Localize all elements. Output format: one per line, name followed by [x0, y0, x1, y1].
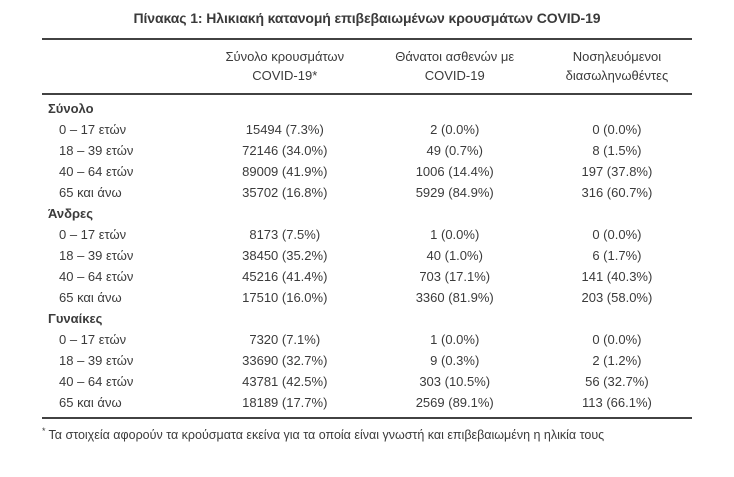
age-group-label: 18 – 39 ετών [59, 248, 134, 263]
age-group-label: 40 – 64 ετών [59, 374, 134, 389]
total-cases-cell: 35702 (16.8%) [242, 185, 328, 200]
table-row: 65 και άνω 18189 (17.7%) 2569 (89.1%) 113 (… [42, 392, 692, 418]
age-group-label: 65 και άνω [59, 185, 122, 200]
section-label: Σύνολο [48, 101, 94, 116]
total-cases-cell: 15494 (7.3%) [245, 122, 324, 137]
intubated-cell: 56 (32.7%) [585, 374, 649, 389]
age-group-label: 0 – 17 ετών [59, 227, 127, 242]
age-group-label: 0 – 17 ετών [59, 122, 127, 137]
deaths-cell: 5929 (84.9%) [415, 185, 494, 200]
total-cases-cell: 18189 (17.7%) [242, 395, 328, 410]
total-cases-cell: 33690 (32.7%) [242, 353, 328, 368]
intubated-cell: 0 (0.0%) [592, 227, 642, 242]
table-row: 18 – 39 ετών 72146 (34.0%) 49 (0.7%) 8 (1.5… [42, 140, 692, 161]
intubated-cell: 113 (66.1%) [581, 395, 652, 410]
intubated-cell: 197 (37.8%) [581, 164, 653, 179]
intubated-cell: 316 (60.7%) [581, 185, 653, 200]
intubated-cell: 0 (0.0%) [592, 332, 642, 347]
header-intubated-line2: διασωληνωθέντες [565, 68, 669, 83]
intubated-cell: 141 (40.3%) [581, 269, 653, 284]
section-label: Άνδρες [48, 206, 93, 221]
covid-age-distribution-table: Σύνολο κρουσμάτων COVID-19* Θάνατοι ασθε… [42, 38, 692, 419]
table-header: Σύνολο κρουσμάτων COVID-19* Θάνατοι ασθε… [42, 39, 692, 95]
footnote-marker: * [42, 426, 46, 436]
age-group-label: 65 και άνω [59, 290, 122, 305]
age-group-label: 65 και άνω [59, 395, 122, 410]
deaths-cell: 1006 (14.4%) [415, 164, 494, 179]
header-deaths: Θάνατοι ασθενών με COVID-19 [367, 39, 542, 95]
deaths-cell: 1 (0.0%) [430, 227, 480, 242]
header-total-cases-line2: COVID-19* [252, 68, 318, 83]
table-title: Πίνακας 1: Ηλικιακή κατανομή επιβεβαιωμέ… [133, 10, 601, 26]
deaths-cell: 303 (10.5%) [419, 374, 491, 389]
table-body: Σύνολο 0 – 17 ετών 15494 (7.3%) 2 (0.0%) 0 (… [42, 94, 692, 418]
deaths-cell: 2569 (89.1%) [415, 395, 494, 410]
deaths-cell: 40 (1.0%) [426, 248, 483, 263]
table-row: 0 – 17 ετών 15494 (7.3%) 2 (0.0%) 0 (0.0%) [42, 119, 692, 140]
header-deaths-line2: COVID-19 [424, 68, 485, 83]
intubated-cell: 203 (58.0%) [581, 290, 653, 305]
total-cases-cell: 45216 (41.4%) [242, 269, 328, 284]
section-header-row: Άνδρες [42, 203, 692, 224]
age-group-label: 40 – 64 ετών [59, 164, 134, 179]
section-label: Γυναίκες [48, 311, 103, 326]
header-intubated: Νοσηλευόμενοι διασωληνωθέντες [541, 39, 692, 95]
section-header-row: Σύνολο [42, 94, 692, 119]
table-row: 40 – 64 ετών 89009 (41.9%) 1006 (14.4%) 197… [42, 161, 692, 182]
deaths-cell: 2 (0.0%) [430, 122, 480, 137]
table-row: 18 – 39 ετών 38450 (35.2%) 40 (1.0%) 6 (1.7… [42, 245, 692, 266]
age-group-label: 40 – 64 ετών [59, 269, 134, 284]
total-cases-cell: 17510 (16.0%) [242, 290, 328, 305]
deaths-cell: 9 (0.3%) [430, 353, 480, 368]
section-header-row: Γυναίκες [42, 308, 692, 329]
total-cases-cell: 7320 (7.1%) [249, 332, 321, 347]
intubated-cell: 0 (0.0%) [592, 122, 642, 137]
header-intubated-line1: Νοσηλευόμενοι [572, 49, 662, 64]
table-row: 65 και άνω 17510 (16.0%) 3360 (81.9%) 203 (… [42, 287, 692, 308]
header-deaths-line1: Θάνατοι ασθενών με [395, 49, 515, 64]
footnote-text: Τα στοιχεία αφορούν τα κρούσματα εκείνα … [48, 428, 605, 443]
header-total-cases: Σύνολο κρουσμάτων COVID-19* [201, 39, 368, 95]
total-cases-cell: 8173 (7.5%) [249, 227, 321, 242]
age-group-label: 18 – 39 ετών [59, 143, 134, 158]
header-row: Σύνολο κρουσμάτων COVID-19* Θάνατοι ασθε… [42, 39, 692, 95]
deaths-cell: 49 (0.7%) [426, 143, 483, 158]
header-total-cases-line1: Σύνολο κρουσμάτων [225, 49, 345, 64]
header-empty [42, 39, 202, 95]
total-cases-cell: 72146 (34.0%) [242, 143, 328, 158]
table-row: 0 – 17 ετών 8173 (7.5%) 1 (0.0%) 0 (0.0%) [42, 224, 692, 245]
table-row: 0 – 17 ετών 7320 (7.1%) 1 (0.0%) 0 (0.0%) [42, 329, 692, 350]
table-row: 40 – 64 ετών 45216 (41.4%) 703 (17.1%) 141 … [42, 266, 692, 287]
total-cases-cell: 89009 (41.9%) [242, 164, 328, 179]
footnote: * Τα στοιχεία αφορούν τα κρούσματα εκείνα… [42, 423, 692, 444]
intubated-cell: 6 (1.7%) [592, 248, 642, 263]
intubated-cell: 8 (1.5%) [592, 143, 642, 158]
deaths-cell: 703 (17.1%) [419, 269, 491, 284]
deaths-cell: 1 (0.0%) [430, 332, 480, 347]
total-cases-cell: 43781 (42.5%) [242, 374, 328, 389]
age-group-label: 18 – 39 ετών [59, 353, 134, 368]
age-group-label: 0 – 17 ετών [59, 332, 127, 347]
intubated-cell: 2 (1.2%) [592, 353, 642, 368]
deaths-cell: 3360 (81.9%) [415, 290, 494, 305]
table-row: 40 – 64 ετών 43781 (42.5%) 303 (10.5%) 56 (… [42, 371, 692, 392]
table-row: 18 – 39 ετών 33690 (32.7%) 9 (0.3%) 2 (1.2%… [42, 350, 692, 371]
total-cases-cell: 38450 (35.2%) [242, 248, 328, 263]
table-row: 65 και άνω 35702 (16.8%) 5929 (84.9%) 316 (… [42, 182, 692, 203]
